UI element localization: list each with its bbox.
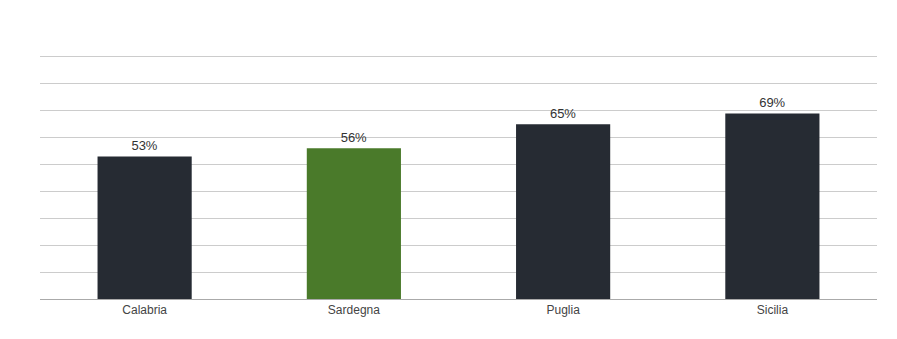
svg-text:53%: 53% bbox=[131, 138, 157, 153]
svg-text:Puglia: Puglia bbox=[546, 303, 580, 317]
svg-text:Calabria: Calabria bbox=[122, 303, 167, 317]
svg-text:56%: 56% bbox=[341, 130, 367, 145]
svg-text:65%: 65% bbox=[550, 106, 576, 121]
svg-text:Sardegna: Sardegna bbox=[328, 303, 380, 317]
svg-text:Sicilia: Sicilia bbox=[757, 303, 789, 317]
svg-text:69%: 69% bbox=[759, 95, 785, 110]
